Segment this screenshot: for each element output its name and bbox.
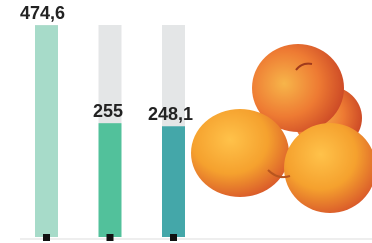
- bar: [35, 25, 58, 237]
- apricots-image: [191, 44, 372, 213]
- value-label: 248,1: [148, 104, 193, 124]
- chart: 474,6 255 248,1: [0, 0, 372, 243]
- bar-foot-marker: [43, 234, 50, 241]
- bar-foot-marker: [170, 234, 177, 241]
- bar-foot-marker: [107, 234, 114, 241]
- page: {"chart_data": {"type": "bar", "values":…: [0, 0, 372, 243]
- value-label: 474,6: [20, 3, 65, 23]
- value-label: 255: [93, 101, 123, 121]
- bar: [162, 126, 185, 237]
- bar: [99, 123, 122, 237]
